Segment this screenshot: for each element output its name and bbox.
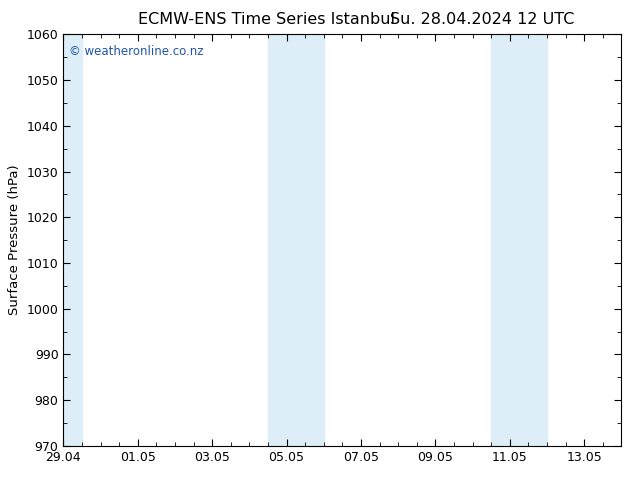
- Text: Su. 28.04.2024 12 UTC: Su. 28.04.2024 12 UTC: [390, 12, 574, 27]
- Text: © weatheronline.co.nz: © weatheronline.co.nz: [69, 45, 204, 58]
- Text: ECMW-ENS Time Series Istanbul: ECMW-ENS Time Series Istanbul: [138, 12, 395, 27]
- Bar: [491, 34, 547, 446]
- Y-axis label: Surface Pressure (hPa): Surface Pressure (hPa): [8, 165, 21, 316]
- Bar: [63, 34, 82, 446]
- Bar: [268, 34, 324, 446]
